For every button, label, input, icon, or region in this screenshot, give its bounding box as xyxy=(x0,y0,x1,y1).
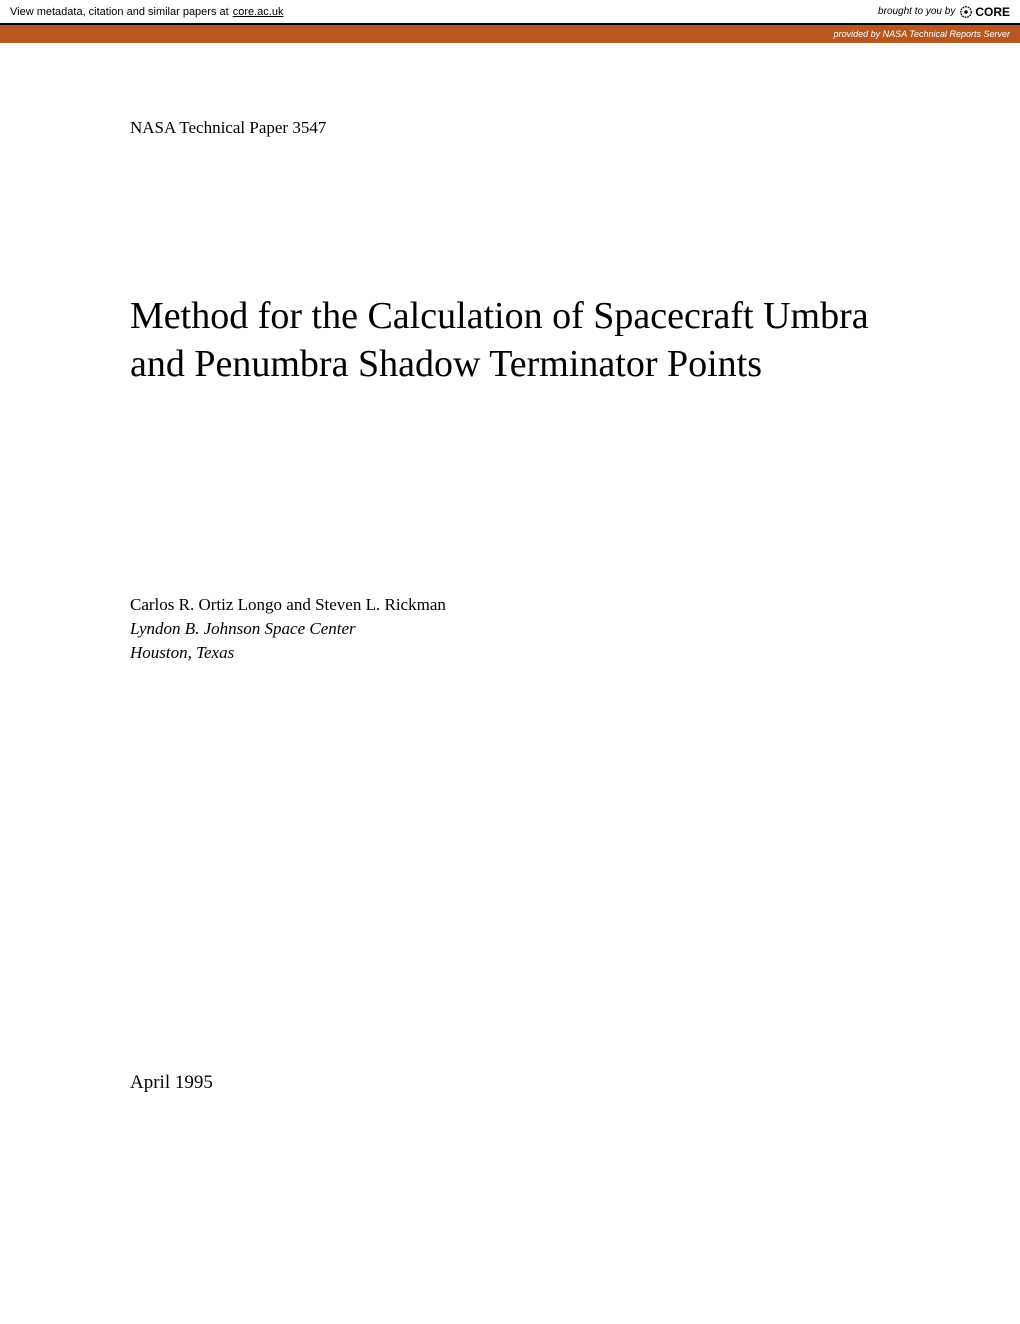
provider-bar: provided by NASA Technical Reports Serve… xyxy=(0,25,1020,43)
metadata-prefix-text: View metadata, citation and similar pape… xyxy=(10,6,229,18)
core-link[interactable]: core.ac.uk xyxy=(233,6,284,18)
affiliation-line2: Houston, Texas xyxy=(130,641,915,665)
affiliation-line1: Lyndon B. Johnson Space Center xyxy=(130,617,915,641)
banner-right-section: brought to you by CORE xyxy=(878,5,1010,19)
banner-left-section: View metadata, citation and similar pape… xyxy=(10,6,283,18)
core-icon xyxy=(959,5,973,19)
document-content: NASA Technical Paper 3547 Method for the… xyxy=(0,43,1020,724)
authors: Carlos R. Ortiz Longo and Steven L. Rick… xyxy=(130,593,915,617)
paper-number: NASA Technical Paper 3547 xyxy=(130,118,915,138)
metadata-banner: View metadata, citation and similar pape… xyxy=(0,0,1020,25)
brought-by-text: brought to you by xyxy=(878,6,955,17)
provided-by-text: provided by NASA Technical Reports Serve… xyxy=(834,29,1010,39)
core-brand-text: CORE xyxy=(975,5,1010,19)
publication-date: April 1995 xyxy=(130,1072,213,1094)
paper-title: Method for the Calculation of Spacecraft… xyxy=(130,293,915,388)
core-logo[interactable]: CORE xyxy=(959,5,1010,19)
